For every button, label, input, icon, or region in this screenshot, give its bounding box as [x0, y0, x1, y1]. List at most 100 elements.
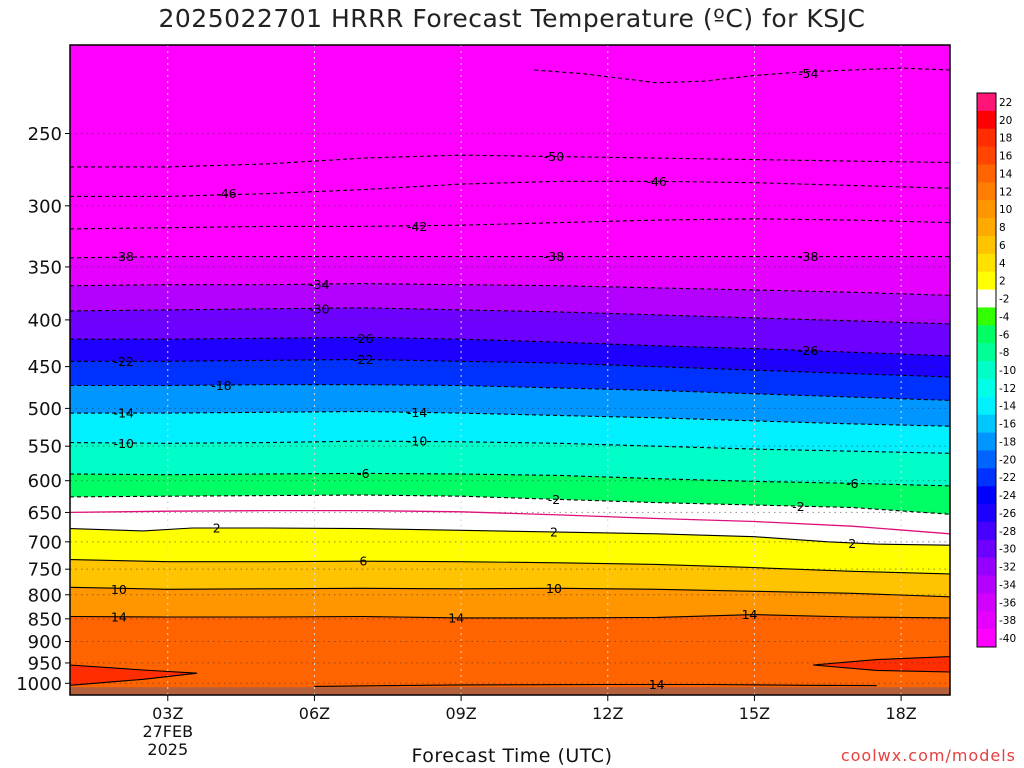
colorbar-swatch — [977, 289, 996, 308]
colorbar-frame — [976, 92, 997, 648]
colorbar-swatch — [977, 93, 996, 112]
x-tick-label: 18Z — [885, 704, 916, 723]
contour-label: -10 — [114, 436, 134, 451]
y-tick-label: 1000 — [16, 674, 62, 695]
colorbar-swatch — [977, 164, 996, 183]
colorbar-swatch — [977, 307, 996, 326]
colorbar-swatch — [977, 128, 996, 147]
contour-label: -54 — [798, 66, 818, 81]
contour-label: 14 — [448, 610, 464, 625]
colorbar-label: 18 — [999, 133, 1012, 145]
colorbar-swatch — [977, 146, 996, 165]
colorbar-swatch — [977, 200, 996, 219]
colorbar-label: -4 — [999, 311, 1010, 323]
watermark: coolwx.com/models — [840, 746, 1016, 765]
colorbar-swatch — [977, 271, 996, 290]
isotherm-line — [813, 656, 950, 673]
contour-label: -38 — [798, 249, 818, 264]
colorbar-label: -34 — [999, 579, 1016, 591]
y-tick-label: 750 — [28, 560, 62, 581]
x-tick-label: 06Z — [299, 704, 330, 723]
colorbar-swatch — [977, 468, 996, 487]
colorbar-swatch — [977, 325, 996, 344]
colorbar-label: -24 — [999, 490, 1016, 502]
contour-label: -10 — [407, 434, 427, 449]
contour-label: -30 — [309, 301, 329, 316]
y-axis: 2503003504004505005506006507007508008509… — [16, 124, 70, 695]
colorbar-swatch — [977, 486, 996, 505]
colorbar-swatch — [977, 432, 996, 451]
contour-label: 10 — [111, 582, 127, 597]
contour-label: 2 — [550, 525, 558, 540]
colorbar-label: -32 — [999, 562, 1016, 574]
contour-label: 6 — [359, 554, 367, 569]
contour-label-layer: -54-50-46-46-42-38 -38 -38-34-30-26-26-22-… — [111, 66, 859, 692]
colorbar: 22 20 18 16 14 12 10 8 6 4 2 -2 -4 -6 -8 -10 -12 -14 -16 -1… — [976, 92, 1016, 648]
colorbar-swatch — [977, 235, 996, 255]
contour-label: -18 — [211, 378, 231, 393]
colorbar-label: 8 — [999, 222, 1006, 234]
temperature-fill-layer — [70, 45, 950, 695]
isotherm-line — [70, 509, 950, 535]
x-tick-label: 15Z — [739, 704, 770, 723]
contour-label: -46 — [646, 174, 666, 189]
colorbar-swatch — [977, 575, 996, 594]
contour-label: -26 — [353, 331, 373, 346]
y-tick-label: 700 — [28, 532, 62, 553]
colorbar-label: 12 — [999, 186, 1012, 198]
colorbar-label: 20 — [999, 115, 1012, 127]
y-tick-label: 850 — [28, 609, 62, 630]
contour-label: -46 — [216, 186, 236, 201]
colorbar-label: 14 — [999, 168, 1013, 180]
colorbar-label: -12 — [999, 383, 1016, 395]
grid-layer — [70, 45, 950, 695]
colorbar-swatch — [977, 343, 996, 362]
isotherm-line — [70, 527, 950, 546]
plot-frame — [69, 44, 951, 696]
contour-label: -38 — [544, 249, 564, 264]
colorbar-label: -16 — [999, 419, 1016, 431]
contour-label: -26 — [798, 343, 818, 358]
y-tick-label: 800 — [28, 585, 62, 606]
colorbar-swatch — [977, 253, 996, 273]
x-tick-label: 03Z — [152, 704, 183, 723]
contour-label: -38 — [114, 249, 134, 264]
colorbar-swatch — [977, 378, 996, 398]
colorbar-label: -36 — [999, 597, 1016, 609]
colorbar-swatch — [977, 557, 996, 576]
colorbar-swatch — [977, 521, 996, 541]
colorbar-label: -20 — [999, 454, 1016, 466]
colorbar-swatch — [977, 629, 996, 648]
contour-label: -34 — [309, 277, 329, 292]
isotherm-line — [70, 586, 950, 598]
colorbar-label: 6 — [999, 240, 1006, 252]
y-tick-label: 900 — [28, 632, 62, 653]
colorbar-swatch — [977, 450, 996, 469]
y-tick-label: 400 — [28, 310, 62, 331]
colorbar-swatch — [977, 110, 996, 130]
contour-label: -42 — [407, 219, 427, 234]
colorbar-label: -38 — [999, 615, 1016, 627]
colorbar-label: -6 — [999, 329, 1010, 341]
warm-pocket-fill-1 — [813, 656, 950, 672]
colorbar-label: -8 — [999, 347, 1009, 359]
y-tick-label: 650 — [28, 503, 62, 524]
y-tick-label: 950 — [28, 653, 62, 674]
below-ground-band — [70, 687, 950, 695]
contour-label: -2 — [792, 499, 804, 514]
colorbar-label: -14 — [999, 401, 1016, 413]
y-tick-label: 500 — [28, 399, 62, 420]
colorbar-swatch — [977, 361, 996, 380]
isotherm-layer — [70, 67, 950, 687]
chart-title: 2025022701 HRRR Forecast Temperature (ºC… — [158, 4, 866, 33]
colorbar-label: 2 — [999, 276, 1006, 288]
colorbar-swatch — [977, 396, 996, 415]
x-date-label: 27FEB — [142, 722, 193, 741]
isotherm-line — [70, 614, 950, 619]
colorbar-label: 10 — [999, 204, 1012, 216]
warm-pocket-fill-0 — [70, 665, 198, 686]
contour-label: -2 — [548, 492, 560, 507]
y-tick-label: 300 — [28, 196, 62, 217]
colorbar-label: -22 — [999, 472, 1016, 484]
